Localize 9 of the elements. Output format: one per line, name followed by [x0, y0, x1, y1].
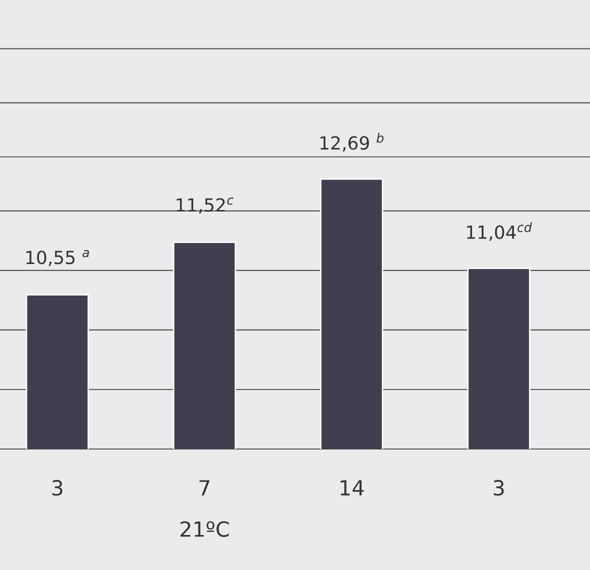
- x-tick-label: 3: [52, 480, 62, 496]
- data-label: 10,55 $^{a}$: [26, 250, 89, 266]
- data-label: 12,69 $^{b}$: [320, 133, 384, 152]
- data-label: 11,04$^{cd}$: [467, 222, 532, 241]
- x-axis-title: 21ºC: [180, 521, 229, 537]
- x-tick-label: 14: [340, 480, 364, 496]
- data-label: 11,52$^{c}$: [176, 198, 234, 214]
- x-tick-label: 3: [494, 480, 504, 496]
- x-tick-label: 7: [200, 480, 210, 496]
